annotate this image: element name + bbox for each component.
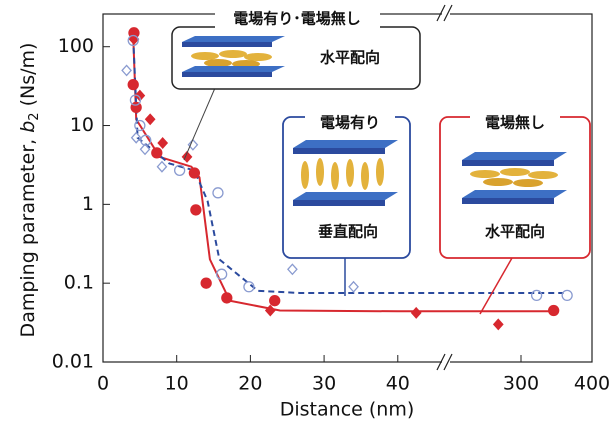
data-point	[191, 205, 201, 215]
data-point	[188, 140, 197, 150]
data-point	[217, 269, 227, 279]
x-tick-label: 30	[312, 373, 336, 395]
x-tick-label: 40	[386, 373, 410, 395]
data-point	[132, 133, 141, 143]
x-tick-label: 400	[574, 373, 610, 395]
x-tick-label: 300	[503, 373, 539, 395]
data-point	[158, 138, 167, 148]
x-tick-label: 20	[238, 373, 262, 395]
y-label-text: Damping parameter,	[17, 133, 39, 338]
callout-text: 垂直配向	[318, 223, 378, 241]
data-point	[128, 80, 138, 90]
callout-title: 電場有り･電場無し	[233, 10, 361, 28]
data-point	[213, 188, 223, 198]
callout-text: 水平配向	[320, 49, 380, 67]
y-tick-label: 0.01	[52, 351, 94, 373]
x-tick-label: 0	[97, 373, 109, 395]
data-point	[222, 293, 232, 303]
y-tick-label: 10	[70, 114, 94, 136]
leader-line	[184, 88, 215, 160]
callout-title: 電場有り	[320, 114, 380, 132]
data-point	[549, 306, 559, 316]
leader-line	[480, 258, 512, 314]
x-axis-label: Distance (nm)	[280, 399, 415, 421]
chart: Distance (nm) Damping parameter, b2 (Ns/…	[0, 0, 613, 428]
data-point	[494, 319, 503, 329]
x-tick-label: 10	[165, 373, 189, 395]
data-point	[146, 114, 155, 124]
data-point	[157, 162, 166, 172]
data-point	[189, 168, 199, 178]
y-label-unit: (Ns/m)	[17, 43, 39, 113]
y-tick-label: 100	[58, 35, 94, 57]
callout-text: 水平配向	[485, 223, 545, 241]
data-point	[562, 290, 572, 300]
y-label-symbol: b	[17, 121, 39, 133]
data-point	[270, 296, 280, 306]
data-point	[201, 278, 211, 288]
data-point	[412, 308, 421, 318]
illustration-horizontal	[182, 36, 285, 77]
y-label-subscript: 2	[27, 112, 42, 120]
data-point	[532, 290, 542, 300]
data-point	[122, 65, 131, 75]
callout-title: 電場無し	[485, 114, 545, 132]
data-point	[288, 264, 297, 274]
data-point	[152, 148, 162, 158]
y-axis-label: Damping parameter, b2 (Ns/m)	[17, 43, 42, 338]
data-point	[349, 282, 358, 292]
y-tick-label: 0.1	[64, 272, 94, 294]
y-tick-label: 1	[82, 193, 94, 215]
